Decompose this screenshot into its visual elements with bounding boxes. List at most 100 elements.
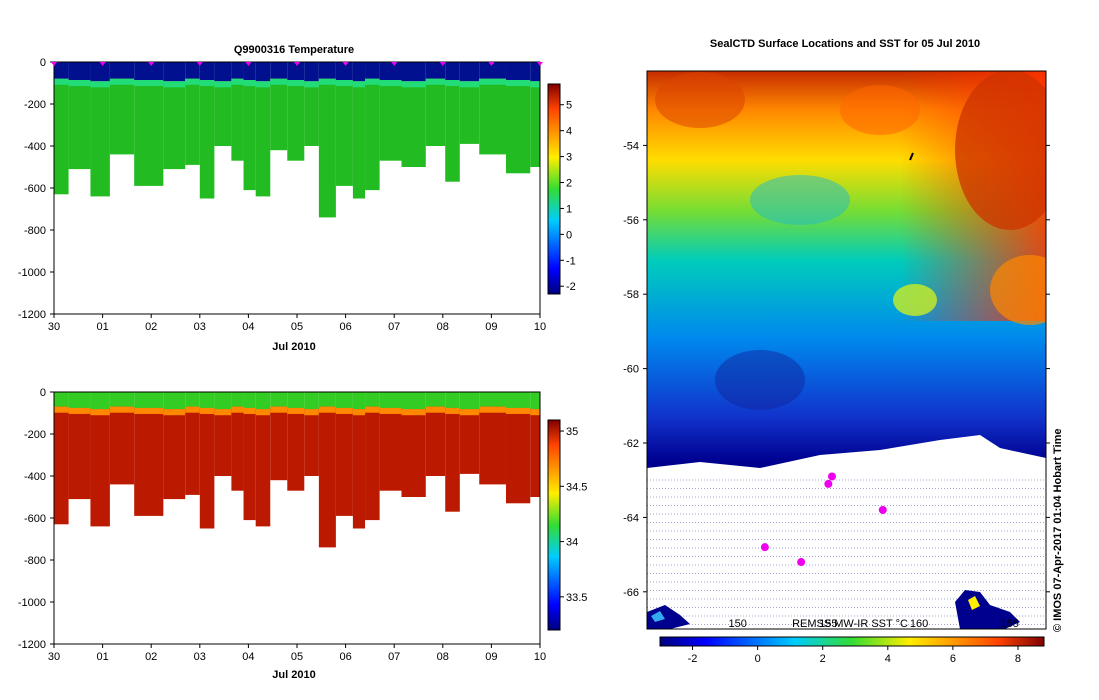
section-deep-cell [530,81,540,167]
y-tick-label: -200 [24,429,46,441]
section-surface-cell [425,62,446,79]
colorbar-tick-label: -1 [566,255,576,267]
section-surface-cell [163,392,186,410]
float-marker [488,62,495,66]
section-thermocline-cell [54,78,69,85]
section-deep-cell [479,78,506,155]
sst-map-lat-axis: -54 -56 -58 -60 -62 -64 -66 [623,140,1050,599]
section-thermocline-cell [505,80,531,87]
seal-location-point [824,479,833,488]
section-thermocline-cell [214,81,232,88]
temperature-panel: Q9900316 Temperature 0 -200 -400 -600 -800 -1… [18,44,576,353]
float-marker [537,62,543,66]
x-tick-label: 30 [48,651,60,663]
sst-map-frame [646,70,1047,630]
section-deep-cell [90,409,110,527]
credit-text: © IMOS 07-Apr-2017 01:04 Hobart Time [1052,428,1064,632]
section-thermocline-cell [304,81,319,88]
section-surface-cell [243,392,256,408]
section-surface-cell [185,392,200,407]
section-thermocline-cell [459,409,480,416]
section-deep-cell [185,78,200,165]
section-thermocline-cell [231,406,244,413]
section-surface-cell [425,392,446,407]
section-deep-cell [109,406,135,485]
x-tick-label: 02 [145,651,157,663]
section-thermocline-cell [243,80,256,87]
section-surface-cell [231,392,244,407]
temperature-colorbar [547,83,561,295]
sst-colorbar [659,636,1045,647]
section-thermocline-cell [459,81,480,88]
salinity-x-label: Jul 2010 [272,669,315,681]
colorbar-tick-label: 33.5 [566,592,587,604]
x-tick-label: 04 [242,651,254,663]
x-tick-label: 10 [534,321,546,333]
section-deep-cell [199,80,215,199]
section-thermocline-cell [199,407,215,414]
lat-tick-label: -54 [623,140,639,152]
section-thermocline-cell [231,78,244,85]
y-tick-label: -400 [24,141,46,153]
section-thermocline-cell [401,409,426,416]
sst-map-lon-axis: 150 155 160 165 [729,618,1019,630]
section-surface-cell [231,62,244,79]
section-thermocline-cell [352,409,366,416]
section-deep-cell [109,78,135,155]
x-tick-label: 30 [48,321,60,333]
sst-colorbar-tick-label: -2 [688,653,698,665]
section-deep-cell [54,406,69,525]
section-surface-cell [255,62,271,82]
y-tick-label: -1200 [18,639,46,651]
section-deep-cell [379,407,402,491]
section-deep-cell [214,81,232,146]
section-deep-cell [335,407,353,516]
lat-tick-label: -58 [623,289,639,301]
section-deep-cell [270,78,288,151]
section-deep-cell [231,406,244,491]
section-thermocline-cell [109,406,135,413]
section-surface-cell [270,392,288,407]
section-surface-cell [54,62,69,79]
section-deep-cell [445,80,460,182]
lat-tick-label: -60 [623,364,639,376]
section-deep-cell [255,81,271,197]
y-tick-label: -400 [24,471,46,483]
x-tick-label: 02 [145,321,157,333]
section-thermocline-cell [255,81,271,88]
section-deep-cell [318,406,336,548]
float-marker [196,62,203,66]
float-marker [342,62,349,66]
sst-colorbar-label: REMSS MW-IR SST °C [792,618,908,630]
section-thermocline-cell [54,406,69,413]
section-deep-cell [90,81,110,197]
section-surface-cell [379,62,402,81]
x-tick-label: 10 [534,651,546,663]
section-surface-cell [352,392,366,410]
sst-colorbar-ticks: -2 0 2 4 6 8 [688,646,1021,665]
section-surface-cell [335,62,353,81]
x-tick-label: 06 [339,321,351,333]
section-thermocline-cell [445,407,460,414]
section-surface-cell [134,392,164,408]
colorbar-tick-label: 2 [566,178,572,190]
section-deep-cell [231,78,244,161]
section-deep-cell [68,407,91,500]
section-deep-cell [425,78,446,146]
section-surface-cell [243,62,256,81]
section-deep-cell [401,409,426,497]
float-marker [99,62,106,66]
colorbar-tick-label: 34.5 [566,481,587,493]
section-surface-cell [54,392,69,407]
x-tick-label: 08 [437,651,449,663]
section-thermocline-cell [243,407,256,414]
section-deep-cell [134,80,164,186]
section-deep-cell [199,407,215,529]
float-marker [148,62,155,66]
y-tick-label: 0 [40,387,46,399]
section-deep-cell [243,407,256,521]
x-tick-label: 06 [339,651,351,663]
lat-tick-label: -62 [623,438,639,450]
seal-location-point [797,558,806,567]
sst-colorbar-tick-label: 0 [755,653,761,665]
